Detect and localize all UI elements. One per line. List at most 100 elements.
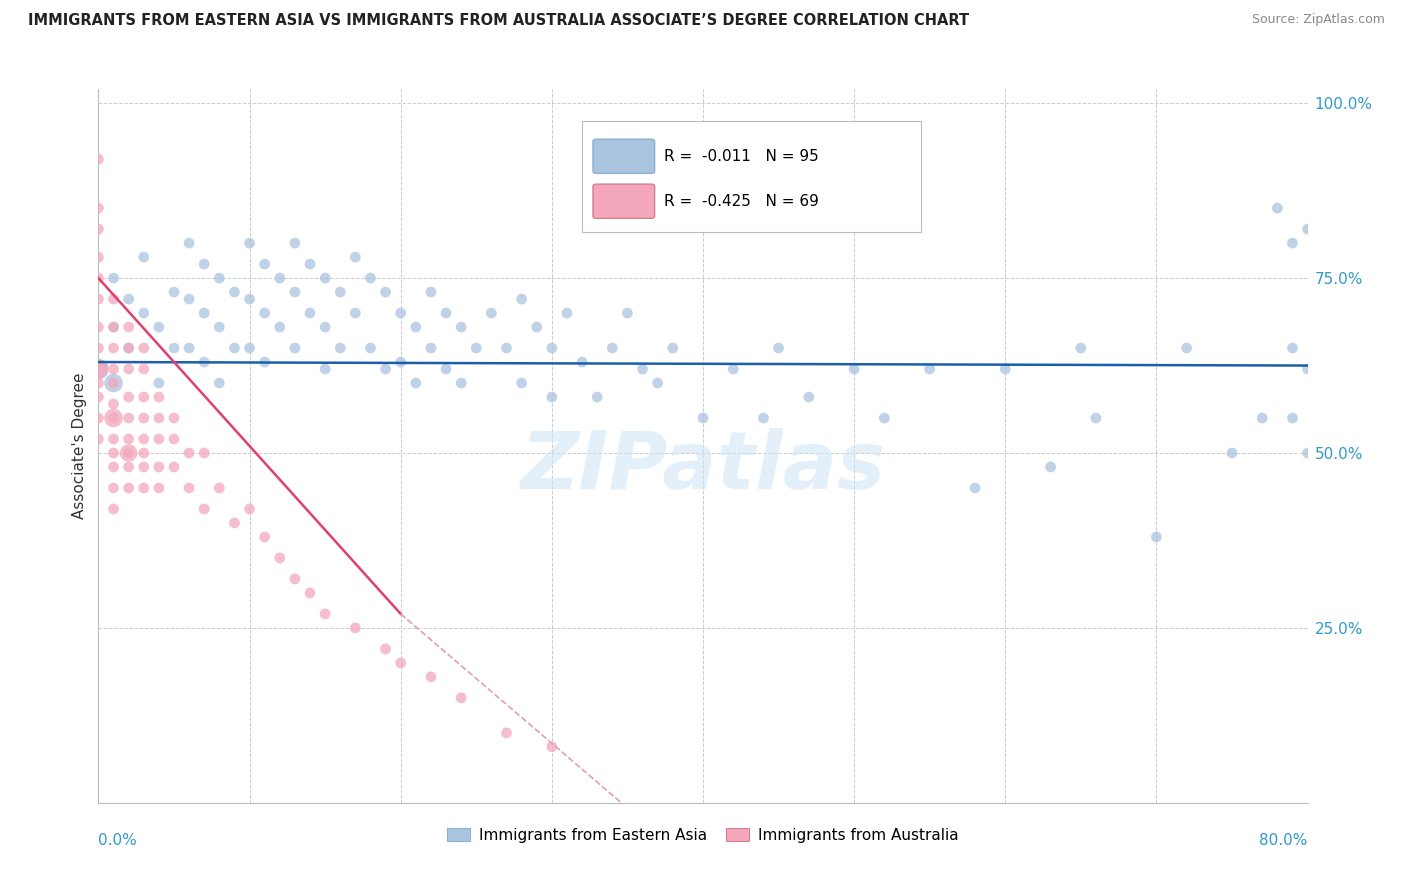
Point xyxy=(344,250,367,264)
Point xyxy=(329,341,352,355)
Point xyxy=(450,320,472,334)
Point xyxy=(1281,341,1303,355)
Point xyxy=(1296,222,1319,236)
Point xyxy=(179,481,201,495)
Point xyxy=(103,502,125,516)
Point xyxy=(193,257,215,271)
Text: R =  -0.425   N = 69: R = -0.425 N = 69 xyxy=(664,194,820,209)
Point xyxy=(389,306,412,320)
Point xyxy=(148,376,170,390)
Point xyxy=(103,320,125,334)
Point xyxy=(540,739,562,754)
Point xyxy=(132,341,155,355)
Point xyxy=(118,446,141,460)
Point xyxy=(344,306,367,320)
Point xyxy=(1251,411,1274,425)
Point xyxy=(239,341,262,355)
FancyBboxPatch shape xyxy=(593,139,655,173)
Point xyxy=(118,320,141,334)
Point xyxy=(208,271,231,285)
Point xyxy=(269,320,291,334)
Point xyxy=(118,292,141,306)
Point xyxy=(103,376,125,390)
Point xyxy=(148,481,170,495)
Point xyxy=(965,481,987,495)
Point xyxy=(179,341,201,355)
Point xyxy=(692,411,714,425)
Point xyxy=(87,390,110,404)
Point xyxy=(571,355,593,369)
Point xyxy=(434,306,457,320)
Point xyxy=(374,641,396,656)
Point xyxy=(420,341,443,355)
Point xyxy=(148,460,170,475)
Point xyxy=(118,390,141,404)
Point xyxy=(118,481,141,495)
Point xyxy=(193,502,215,516)
Point xyxy=(87,411,110,425)
Text: ZIPatlas: ZIPatlas xyxy=(520,428,886,507)
Point xyxy=(269,550,291,565)
Point xyxy=(103,411,125,425)
Point xyxy=(389,355,412,369)
Text: R =  -0.011   N = 95: R = -0.011 N = 95 xyxy=(664,149,820,164)
Point xyxy=(374,285,396,299)
Point xyxy=(405,376,427,390)
Point xyxy=(284,572,307,586)
Point xyxy=(87,341,110,355)
Point xyxy=(602,341,624,355)
FancyBboxPatch shape xyxy=(593,184,655,219)
Point xyxy=(253,355,276,369)
Point xyxy=(555,306,578,320)
Point xyxy=(193,355,215,369)
Point xyxy=(208,481,231,495)
Point xyxy=(1144,530,1167,544)
Point xyxy=(510,292,533,306)
Point xyxy=(1296,446,1319,460)
Point xyxy=(132,306,155,320)
Point xyxy=(495,341,517,355)
Point xyxy=(434,362,457,376)
Point xyxy=(87,362,110,376)
Point xyxy=(1070,341,1092,355)
Point xyxy=(118,362,141,376)
Point xyxy=(1039,460,1062,475)
Point xyxy=(389,656,412,670)
Point xyxy=(103,411,125,425)
Point xyxy=(87,201,110,215)
Point xyxy=(253,530,276,544)
Point xyxy=(918,362,941,376)
Point xyxy=(87,362,110,376)
Point xyxy=(314,607,336,621)
Point xyxy=(1281,236,1303,251)
Point xyxy=(103,292,125,306)
Point xyxy=(103,397,125,411)
Point xyxy=(647,376,669,390)
Point xyxy=(224,285,246,299)
Point xyxy=(299,586,322,600)
Point xyxy=(586,390,609,404)
Point xyxy=(224,516,246,530)
Point xyxy=(179,236,201,251)
Text: Source: ZipAtlas.com: Source: ZipAtlas.com xyxy=(1251,13,1385,27)
Point xyxy=(420,285,443,299)
Point xyxy=(103,460,125,475)
Point xyxy=(87,362,110,376)
Point xyxy=(1281,411,1303,425)
Point xyxy=(87,432,110,446)
Point xyxy=(420,670,443,684)
Point xyxy=(132,411,155,425)
Point xyxy=(253,257,276,271)
Point xyxy=(797,390,820,404)
Point xyxy=(239,236,262,251)
Point xyxy=(87,320,110,334)
Point xyxy=(481,306,503,320)
Point xyxy=(873,411,896,425)
Point xyxy=(118,460,141,475)
Point xyxy=(844,362,866,376)
Point xyxy=(148,390,170,404)
Point xyxy=(132,390,155,404)
Point xyxy=(1220,446,1243,460)
Point xyxy=(118,341,141,355)
Point xyxy=(526,320,548,334)
